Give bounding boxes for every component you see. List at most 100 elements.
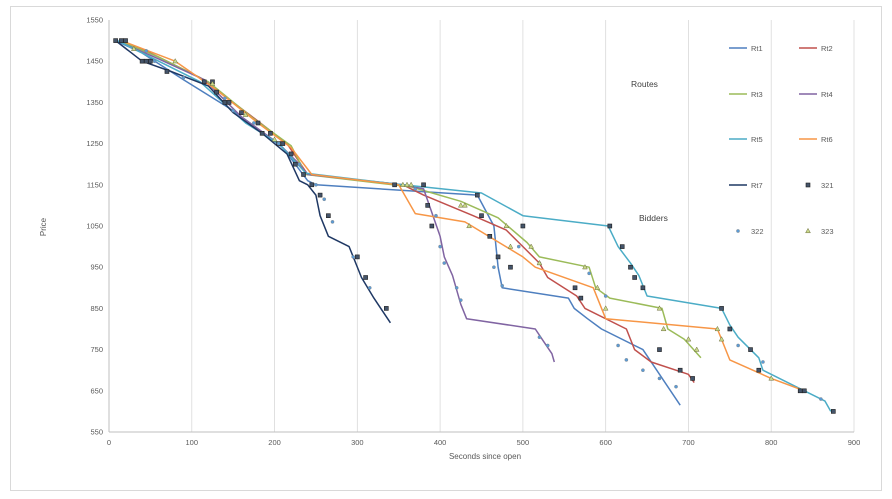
- bidder-321-marker: [326, 213, 331, 218]
- bidder-321-marker: [301, 172, 306, 177]
- bidder-322-marker: [322, 197, 327, 202]
- route-rt2-line: [121, 39, 695, 384]
- bidder-321-marker: [421, 182, 426, 188]
- bidder-322-marker: [819, 397, 823, 401]
- bidder-321-marker: [113, 38, 118, 43]
- bidder-323-marker: [404, 181, 410, 187]
- bidder-321-marker: [640, 285, 646, 291]
- legend-item-322: 322: [736, 227, 764, 236]
- bidder-321-marker: [309, 182, 315, 188]
- bidder-322-marker: [641, 368, 645, 373]
- bidder-323-marker: [656, 305, 663, 311]
- bidder-321-marker: [756, 367, 762, 373]
- bidder-322-marker: [223, 96, 227, 101]
- series-rt6: [121, 39, 805, 392]
- bidder-321-marker: [487, 234, 493, 239]
- bidder-321-marker: [805, 182, 811, 188]
- legend-item-rt5: Rt5: [729, 135, 763, 144]
- bidder-321-marker: [475, 192, 480, 198]
- legend-item-rt7: Rt7: [729, 181, 763, 190]
- bidder-322-marker: [442, 261, 447, 265]
- legend-label: Rt6: [821, 135, 833, 144]
- bidder-321-marker: [239, 110, 244, 115]
- bidder-323-marker: [131, 45, 137, 51]
- bidder-321-marker: [214, 89, 219, 95]
- y-tick-label: 1050: [86, 222, 103, 231]
- bidder-322-marker: [276, 141, 281, 146]
- legend-label: Rt7: [751, 181, 763, 190]
- legend-item-321: 321: [805, 181, 834, 190]
- bidder-321-marker: [632, 275, 637, 280]
- bidder-322-marker: [367, 285, 372, 290]
- route-rt4-line: [121, 42, 556, 363]
- bidder-322-marker: [657, 376, 662, 381]
- bidder-322-marker: [144, 49, 149, 53]
- bidder-321-marker: [255, 120, 261, 126]
- bidder-321-marker: [619, 244, 625, 249]
- bidder-321-marker: [719, 306, 724, 311]
- bidder-323-marker: [209, 80, 216, 86]
- bidder-323-marker: [582, 264, 588, 270]
- y-tick-label: 1250: [86, 139, 103, 148]
- axes-layer: 0 100 200 300 400 500 600 700 800 900 550 650 750 850…: [86, 16, 860, 448]
- series-bidder-322: [132, 47, 823, 401]
- bidder-321-marker: [802, 388, 807, 394]
- legend-label: 321: [821, 181, 834, 190]
- bidder-321-marker: [143, 58, 149, 64]
- route-rt1-line: [115, 39, 681, 406]
- bidder-322-marker: [492, 265, 496, 270]
- legend-label: 323: [821, 227, 834, 236]
- bidder-322-marker: [454, 285, 459, 290]
- bidder-322-marker: [603, 294, 608, 298]
- legend-label: Rt5: [751, 135, 763, 144]
- bidder-323-marker: [693, 346, 700, 352]
- bidder-323-marker: [503, 222, 510, 229]
- bidder-323-marker: [466, 222, 472, 229]
- x-tick-label: 800: [765, 438, 778, 447]
- legend-label: Rt3: [751, 90, 763, 99]
- bidder-323-marker: [462, 202, 468, 208]
- bidder-321-marker: [727, 326, 733, 332]
- bidder-323-marker: [602, 305, 609, 311]
- bidder-322-marker: [438, 244, 442, 249]
- chart-frame: 0 100 200 300 400 500 600 700 800 900 550 650 750 850…: [10, 6, 882, 491]
- bidder-323-marker: [718, 336, 725, 342]
- legend-item-rt3: Rt3: [729, 90, 763, 99]
- bidder-322-marker: [545, 343, 550, 348]
- bidder-323-marker: [805, 227, 811, 234]
- bidder-321-marker: [607, 223, 613, 229]
- bidder-323-marker: [714, 325, 721, 332]
- x-axis-title: Seconds since open: [449, 452, 521, 461]
- bidder-321-marker: [226, 100, 232, 105]
- bidder-322-marker: [181, 75, 186, 80]
- series-rt1: [115, 39, 681, 406]
- bidder-321-marker: [831, 409, 836, 414]
- bidder-323-marker: [457, 202, 464, 208]
- bidder-323-marker: [594, 284, 601, 290]
- bidder-322-marker: [761, 360, 765, 364]
- bidder-321-marker: [578, 295, 584, 301]
- bidder-322-marker: [616, 343, 620, 348]
- bidder-322-marker: [674, 384, 678, 389]
- y-tick-label: 650: [90, 386, 103, 395]
- bidder-321-marker: [222, 100, 228, 105]
- bidder-321-marker: [317, 192, 323, 198]
- route-rt6-line: [121, 39, 805, 392]
- bidder-323-marker: [242, 111, 249, 117]
- bidder-321-marker: [119, 38, 124, 43]
- bidder-321-marker: [797, 388, 803, 394]
- series-layer: [113, 38, 836, 414]
- bidder-321-marker: [148, 58, 153, 64]
- bidder-321-marker: [392, 182, 397, 188]
- bidder-321-marker: [677, 367, 683, 373]
- chart-svg: 0 100 200 300 400 500 600 700 800 900 550 650 750 850…: [39, 16, 860, 462]
- bidder-321-marker: [139, 58, 145, 64]
- x-tick-label: 200: [268, 438, 281, 447]
- x-tick-label: 600: [599, 438, 612, 447]
- x-tick-label: 900: [848, 438, 861, 447]
- bidder-322-marker: [351, 255, 355, 259]
- bidder-321-marker: [123, 38, 128, 43]
- bidder-322-marker: [434, 213, 438, 218]
- y-tick-label: 1550: [86, 16, 103, 25]
- bidder-323-marker: [507, 243, 514, 249]
